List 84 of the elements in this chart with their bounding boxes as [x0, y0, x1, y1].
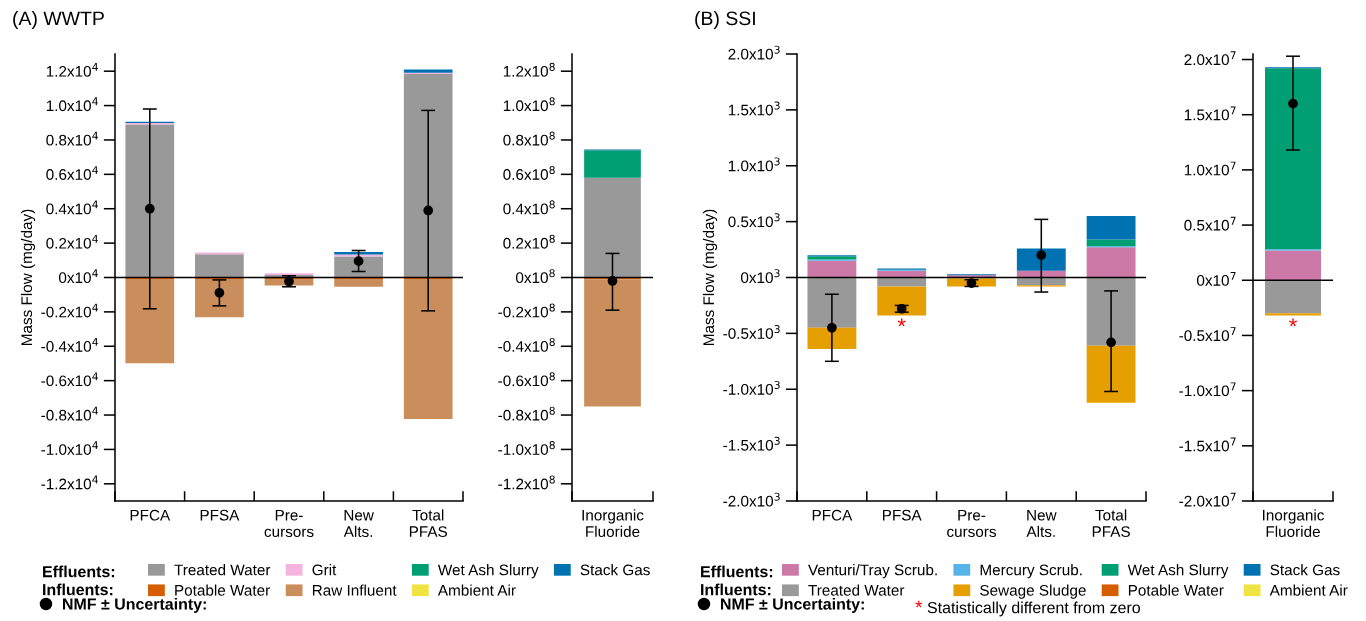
y-tick-label: 1.5x10$^{7}$: [1184, 106, 1236, 121]
y-tick-label: -1.2x10$^{8}$: [498, 475, 555, 490]
x-tick-label: PFCA: [812, 509, 853, 521]
annotation: *: [1289, 318, 1297, 327]
y-tick-label: -0.2x10$^{4}$: [41, 303, 98, 318]
legend-label: Mercury Scrub.: [980, 564, 1082, 579]
text: Influents:: [43, 583, 113, 596]
y-tick-label: 0.4x10$^{8}$: [503, 200, 555, 215]
y-tick-label: 1.2x10$^{4}$: [46, 62, 98, 77]
y-tick-label: -0.4x10$^{8}$: [498, 337, 555, 352]
y-tick-label: -0.5x10$^{7}$: [1179, 327, 1236, 342]
y-tick-label: 0.2x10$^{8}$: [503, 234, 555, 249]
legend-label: Grit: [312, 564, 337, 576]
y-tick-label: 0.6x10$^{8}$: [503, 165, 555, 180]
y-tick-label: -0.8x10$^{8}$: [498, 406, 555, 421]
legend-label: NMF ± Uncertainty:: [63, 598, 206, 613]
x-tick-label: New Alts.: [1026, 509, 1057, 538]
y-tick-label: -0.4x10$^{4}$: [41, 338, 98, 352]
x-tick-label: Total PFAS: [409, 509, 448, 538]
y-tick-label: 0.6x10$^{4}$: [46, 166, 98, 180]
x-tick-label: PFCA: [130, 509, 171, 521]
y-tick-label: -1.2x10$^{4}$: [41, 475, 98, 490]
legend-label: Venturi/Tray Scrub.: [808, 564, 937, 579]
y-tick-label: 0.8x10$^{8}$: [503, 131, 555, 146]
y-tick-label: 1.0x10$^{4}$: [46, 97, 98, 112]
y-tick-label: 0x10$^{7}$: [1196, 272, 1236, 286]
text: Influents:: [701, 583, 771, 596]
y-tick-label: 2.0x10$^{3}$: [728, 45, 780, 60]
y-tick-label: -1.0x10$^{4}$: [41, 441, 98, 455]
y-tick-label: 0.2x10$^{4}$: [46, 234, 98, 249]
y-tick-label: 0.8x10$^{4}$: [46, 131, 98, 146]
x-tick-label: Inorganic Fluoride: [582, 509, 644, 538]
y-tick-label: 0x10$^{4}$: [58, 269, 98, 284]
y-tick-label: -1.0x10$^{3}$: [723, 380, 780, 395]
y-tick-label: -0.2x10$^{8}$: [498, 303, 555, 318]
y-tick-label: -0.8x10$^{4}$: [41, 406, 98, 421]
legend-label: Raw Influent: [312, 584, 397, 596]
y-tick-label: 1.0x10$^{3}$: [728, 157, 780, 172]
text: Effluents:: [43, 565, 115, 578]
y-tick-label: -0.6x10$^{4}$: [41, 372, 98, 387]
annotation: *: [897, 318, 906, 327]
x-tick-label: Inorganic Fluoride: [1262, 509, 1325, 538]
y-tick-label: 1.0x10$^{7}$: [1184, 161, 1236, 176]
y-tick-label: -1.5x10$^{3}$: [723, 436, 780, 451]
legend-label: Potable Water: [1128, 584, 1224, 596]
legend-label: Sewage Sludge: [980, 584, 1086, 599]
y-axis-title: Mass Flow (mg/day): [702, 209, 718, 345]
y-tick-label: 0.5x10$^{3}$: [728, 213, 780, 228]
x-tick-label: Pre- cursors: [947, 509, 996, 538]
x-tick-label: Total PFAS: [1092, 509, 1130, 538]
legend-label: NMF ± Uncertainty:: [721, 598, 864, 613]
legend-label: Ambient Air: [437, 584, 516, 596]
chart-title: (A) WWTP: [13, 10, 104, 30]
y-tick-label: 1.2x10$^{8}$: [503, 62, 555, 77]
legend-label: Stack Gas: [580, 564, 650, 576]
legend-label: Stack Gas: [1270, 564, 1340, 576]
y-tick-label: -2.0x10$^{7}$: [1179, 492, 1236, 507]
legend-label: Wet Ash Slurry: [1127, 564, 1229, 579]
y-tick-label: -1.0x10$^{8}$: [498, 441, 555, 455]
y-tick-label: 1.5x10$^{3}$: [728, 101, 780, 116]
legend-label: Potable Water: [175, 584, 270, 596]
text: Effluents:: [701, 565, 773, 578]
x-tick-label: Pre- cursors: [264, 509, 314, 538]
chart-title: (B) SSI: [695, 10, 755, 30]
y-tick-label: -0.5x10$^{3}$: [723, 325, 780, 339]
legend-label: Wet Ash Slurry: [437, 564, 539, 579]
y-tick-label: 1.0x10$^{8}$: [503, 97, 555, 112]
y-tick-label: -0.6x10$^{8}$: [498, 372, 555, 387]
legend-label: Treated Water: [808, 584, 905, 596]
x-tick-label: New Alts.: [343, 509, 374, 538]
y-tick-label: -2.0x10$^{3}$: [723, 492, 780, 507]
text: * Statistically different from zero: [915, 600, 1140, 617]
y-tick-label: 0.4x10$^{4}$: [46, 200, 98, 215]
y-tick-label: 0x10$^{3}$: [740, 269, 780, 284]
legend-label: Treated Water: [174, 564, 271, 576]
y-tick-label: -1.5x10$^{7}$: [1179, 437, 1236, 452]
y-tick-label: 0.5x10$^{7}$: [1184, 216, 1236, 231]
y-axis-title: Mass Flow (mg/day): [20, 209, 36, 345]
y-tick-label: -1.0x10$^{7}$: [1179, 382, 1236, 397]
x-tick-label: PFSA: [883, 509, 922, 521]
y-tick-label: 2.0x10$^{7}$: [1184, 51, 1236, 66]
legend-label: Ambient Air: [1269, 584, 1348, 596]
x-tick-label: PFSA: [200, 509, 240, 521]
y-tick-label: 0x10$^{8}$: [515, 269, 555, 284]
